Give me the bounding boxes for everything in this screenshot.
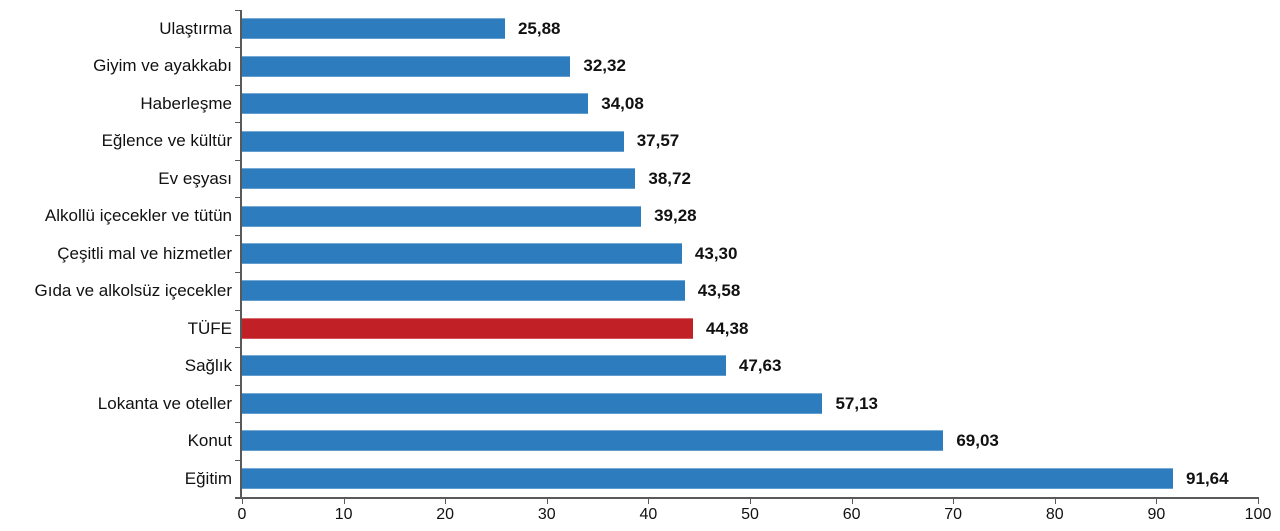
value-label: 43,58 xyxy=(697,281,741,301)
bar xyxy=(242,130,624,152)
x-tick xyxy=(1258,497,1259,504)
x-tick xyxy=(1156,497,1158,504)
category-label: Eğitim xyxy=(184,468,232,488)
x-tick-label: 70 xyxy=(944,506,963,523)
y-tick xyxy=(235,459,240,461)
x-tick xyxy=(546,497,548,504)
value-label: 47,63 xyxy=(738,356,782,376)
x-tick-label: 50 xyxy=(741,506,759,523)
category-label: Ev eşyası xyxy=(158,168,232,188)
x-tick-label: 80 xyxy=(1045,506,1064,523)
value-label: 34,08 xyxy=(601,93,644,113)
y-tick xyxy=(235,84,240,86)
x-tick xyxy=(953,497,955,504)
bar xyxy=(242,168,636,190)
x-axis-line xyxy=(235,497,1259,499)
value-label: 57,13 xyxy=(835,393,878,413)
y-tick xyxy=(235,159,240,161)
x-tick xyxy=(648,497,650,504)
x-tick-label: 10 xyxy=(334,506,353,523)
x-tick-label: 40 xyxy=(639,506,658,523)
x-tick xyxy=(242,497,243,504)
x-tick-label: 30 xyxy=(537,506,556,523)
category-label: Alkollü içecekler ve tütün xyxy=(44,206,232,226)
value-label: 44,38 xyxy=(705,318,749,338)
y-tick xyxy=(235,122,240,124)
value-label: 25,88 xyxy=(517,19,561,38)
x-tick-label: 60 xyxy=(842,506,861,523)
category-label: Eğlence ve kültür xyxy=(101,131,232,151)
value-label: 39,28 xyxy=(654,206,697,226)
y-tick xyxy=(235,272,240,274)
bar xyxy=(242,392,823,414)
bar xyxy=(242,355,726,377)
category-label: Çeşitli mal ve hizmetler xyxy=(57,243,232,263)
x-tick xyxy=(1054,497,1056,504)
x-tick xyxy=(445,497,447,504)
category-label: Sağlık xyxy=(184,356,232,376)
category-label: Haberleşme xyxy=(140,93,232,113)
value-label: 91,64 xyxy=(1186,468,1229,488)
value-label: 32,32 xyxy=(583,56,626,76)
x-tick-label: 0 xyxy=(237,506,247,523)
bar xyxy=(242,430,944,452)
category-label: Konut xyxy=(187,431,232,451)
value-label: 37,57 xyxy=(636,131,680,151)
value-label: 38,72 xyxy=(648,168,691,188)
y-tick xyxy=(235,47,240,49)
bar xyxy=(242,18,505,40)
category-label: Giyim ve ayakkabı xyxy=(93,56,232,76)
category-label: Lokanta ve oteller xyxy=(97,393,232,413)
x-tick xyxy=(750,497,751,504)
category-label: Ulaştırma xyxy=(159,19,232,38)
bar xyxy=(242,243,682,264)
x-tick-label: 100 xyxy=(1244,506,1272,523)
y-tick xyxy=(235,384,240,386)
y-axis-line xyxy=(240,10,242,497)
bar xyxy=(242,55,571,77)
bar-highlight xyxy=(242,317,693,339)
value-label: 43,30 xyxy=(694,243,738,263)
y-tick xyxy=(235,347,240,349)
x-tick xyxy=(851,497,853,504)
category-label: Gıda ve alkolsüz içecekler xyxy=(34,281,232,301)
bar xyxy=(242,280,685,302)
bar xyxy=(242,93,589,115)
x-tick xyxy=(343,497,345,504)
y-tick xyxy=(235,10,240,11)
y-tick xyxy=(235,197,240,199)
value-label: 69,03 xyxy=(956,431,999,451)
y-tick xyxy=(235,309,240,311)
x-tick-label: 20 xyxy=(436,506,455,523)
bar xyxy=(242,205,642,227)
x-tick-label: 90 xyxy=(1147,506,1166,523)
y-tick xyxy=(235,422,240,424)
y-tick xyxy=(235,234,240,236)
bar xyxy=(242,467,1174,489)
category-label: TÜFE xyxy=(187,318,232,338)
